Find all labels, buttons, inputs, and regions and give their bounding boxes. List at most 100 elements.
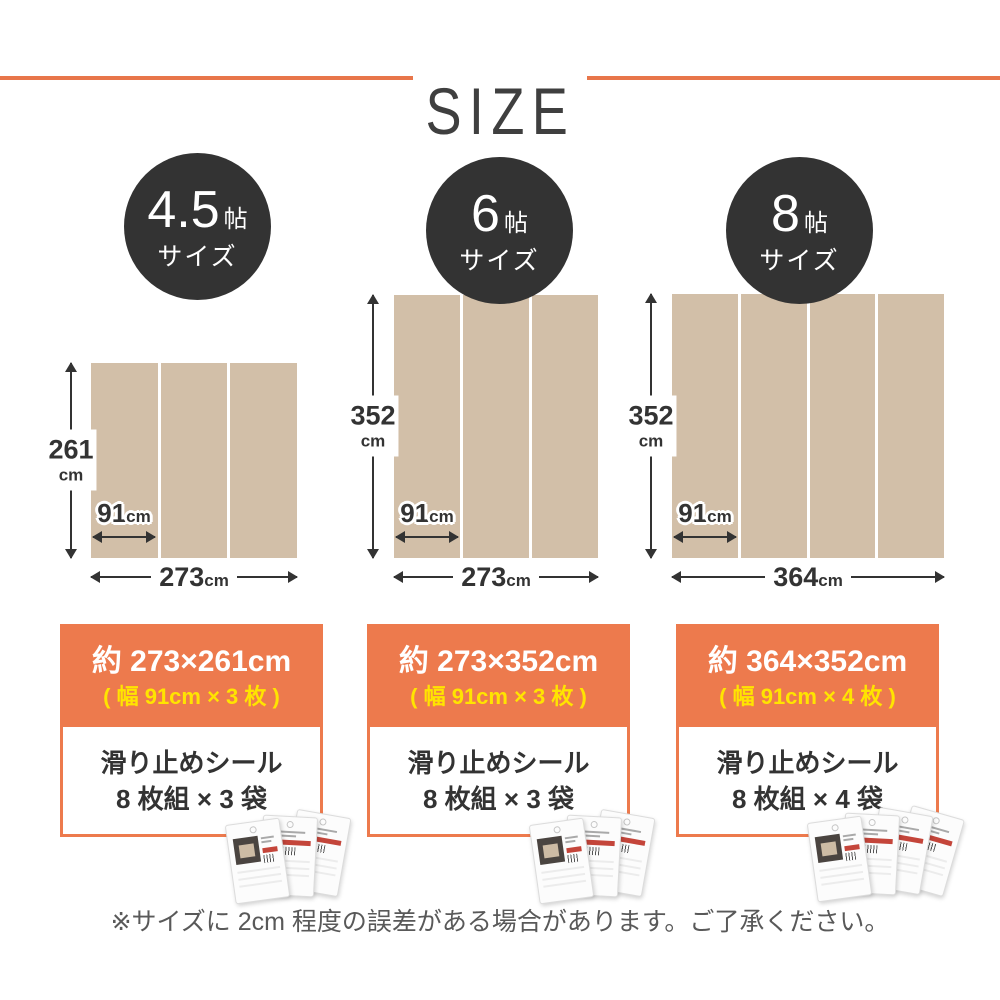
badge-size-label: サイズ — [759, 246, 840, 275]
page-title: SIZE — [425, 74, 575, 149]
badge-size-unit: 帖 — [803, 209, 828, 237]
badge-size-value: 6 — [471, 184, 500, 243]
total-width-value: 273 — [461, 561, 507, 592]
spec-size-text: 約 273×261cm — [91, 644, 292, 678]
height-label-1: 261 cm — [45, 429, 97, 491]
spec-product-text: 滑り止めシール — [407, 747, 590, 778]
height-value: 352 — [628, 400, 674, 431]
package-bag — [224, 817, 291, 905]
bag-hanger-hole — [590, 820, 598, 829]
badge-size-value: 4.5 — [147, 180, 220, 239]
size-badge-6jo: 6 帖 サイズ — [426, 157, 573, 304]
package-bags-2 — [528, 808, 684, 905]
spec-quantity-text: 8 枚組 × 4 袋 — [732, 783, 883, 814]
total-width-arrow-1: 273cm — [91, 561, 298, 592]
spec-head-3: 約 364×352cm ( 幅 91cm × 4 枚 ) — [679, 627, 936, 727]
spec-body-3: 滑り止めシール 8 枚組 × 4 袋 — [679, 727, 936, 834]
panel-width-value: 91 — [400, 498, 430, 528]
panel-width-label-1: 91cm — [97, 500, 151, 526]
package-bag — [806, 815, 873, 903]
rug-diagram-2 — [394, 295, 598, 558]
footer-note: ※サイズに 2cm 程度の誤差がある場合があります。ご了承ください。 — [110, 908, 890, 936]
rug-panel — [394, 295, 460, 558]
height-unit: cm — [360, 431, 386, 451]
size-badge-4-5jo: 4.5 帖 サイズ — [124, 153, 271, 300]
bag-hanger-hole — [900, 815, 910, 825]
spec-size-text: 約 364×352cm — [707, 644, 908, 678]
spec-size-text: 約 273×352cm — [398, 644, 599, 678]
bag-product-photo — [814, 833, 844, 863]
total-width-label-2: 273cm — [453, 561, 539, 592]
spec-width-text: ( 幅 91cm × 4 枚 ) — [719, 683, 896, 709]
spec-box-2: 約 273×352cm ( 幅 91cm × 3 枚 ) 滑り止めシール 8 枚… — [367, 624, 630, 837]
total-width-unit: cm — [818, 570, 843, 590]
panel-width-arrow-3 — [674, 536, 736, 538]
package-bags-1 — [224, 808, 380, 905]
spec-quantity-text: 8 枚組 × 3 袋 — [423, 783, 574, 814]
rug-panel — [160, 363, 228, 558]
bag-hanger-hole — [286, 820, 294, 829]
total-width-label-3: 364cm — [765, 561, 851, 592]
rug-panel — [672, 294, 738, 558]
badge-size-value: 8 — [771, 184, 800, 243]
header-rule-left — [0, 76, 413, 80]
rug-panel — [532, 295, 598, 558]
panel-width-value: 91 — [678, 498, 708, 528]
height-unit: cm — [58, 465, 84, 485]
header-rule-right — [587, 76, 1000, 80]
rug-panel — [91, 363, 158, 558]
height-value: 261 — [48, 434, 94, 465]
height-label-3: 352 cm — [625, 395, 677, 457]
badge-size-unit: 帖 — [503, 209, 528, 237]
badge-size-label: サイズ — [157, 242, 238, 271]
badge-size: 6 帖 — [471, 188, 528, 240]
spec-box-1: 約 273×261cm ( 幅 91cm × 3 枚 ) 滑り止めシール 8 枚… — [60, 624, 323, 837]
total-width-unit: cm — [506, 570, 531, 590]
total-width-arrow-3: 364cm — [672, 561, 945, 592]
panel-width-arrow-2 — [396, 536, 458, 538]
bag-hanger-hole — [553, 825, 562, 834]
panel-width-unit: cm — [126, 507, 151, 526]
height-unit: cm — [638, 431, 664, 451]
panel-width-unit: cm — [707, 507, 732, 526]
spec-head-1: 約 273×261cm ( 幅 91cm × 3 枚 ) — [63, 627, 320, 727]
size-badge-8jo: 8 帖 サイズ — [726, 157, 873, 304]
spec-width-text: ( 幅 91cm × 3 枚 ) — [103, 683, 280, 709]
rug-panel — [463, 295, 529, 558]
bag-hanger-hole — [868, 818, 876, 827]
spec-quantity-text: 8 枚組 × 3 袋 — [116, 783, 267, 814]
panel-width-arrow-1 — [93, 536, 155, 538]
bag-label — [536, 833, 583, 867]
badge-size: 4.5 帖 — [147, 184, 247, 236]
package-bag — [528, 817, 595, 905]
rug-panel — [878, 294, 944, 558]
badge-size-unit: 帖 — [223, 205, 248, 233]
bag-red-stripe — [262, 846, 278, 854]
bag-hanger-hole — [831, 823, 840, 832]
panel-width-unit: cm — [429, 507, 454, 526]
total-width-value: 273 — [159, 561, 205, 592]
spec-body-2: 滑り止めシール 8 枚組 × 3 袋 — [370, 727, 627, 834]
bag-red-stripe — [844, 844, 860, 852]
bag-product-photo — [232, 835, 262, 865]
bag-barcode — [845, 851, 857, 862]
spec-product-text: 滑り止めシール — [100, 747, 283, 778]
bag-hanger-hole — [622, 817, 632, 827]
bag-barcode — [567, 853, 579, 864]
rug-diagram-1 — [91, 363, 298, 558]
panel-width-label-3: 91cm — [678, 500, 732, 526]
package-bags-3 — [806, 804, 965, 903]
bag-product-photo — [536, 835, 566, 865]
total-width-label-1: 273cm — [151, 561, 237, 592]
bag-red-stripe — [566, 846, 582, 854]
bag-hanger-hole — [249, 825, 258, 834]
rug-diagram-3 — [672, 294, 944, 558]
total-width-value: 364 — [773, 561, 819, 592]
spec-head-2: 約 273×352cm ( 幅 91cm × 3 枚 ) — [370, 627, 627, 727]
badge-size: 8 帖 — [771, 188, 828, 240]
rug-panel — [230, 363, 298, 558]
bag-hanger-hole — [318, 817, 328, 827]
panel-width-value: 91 — [97, 498, 127, 528]
bag-label — [232, 833, 279, 867]
